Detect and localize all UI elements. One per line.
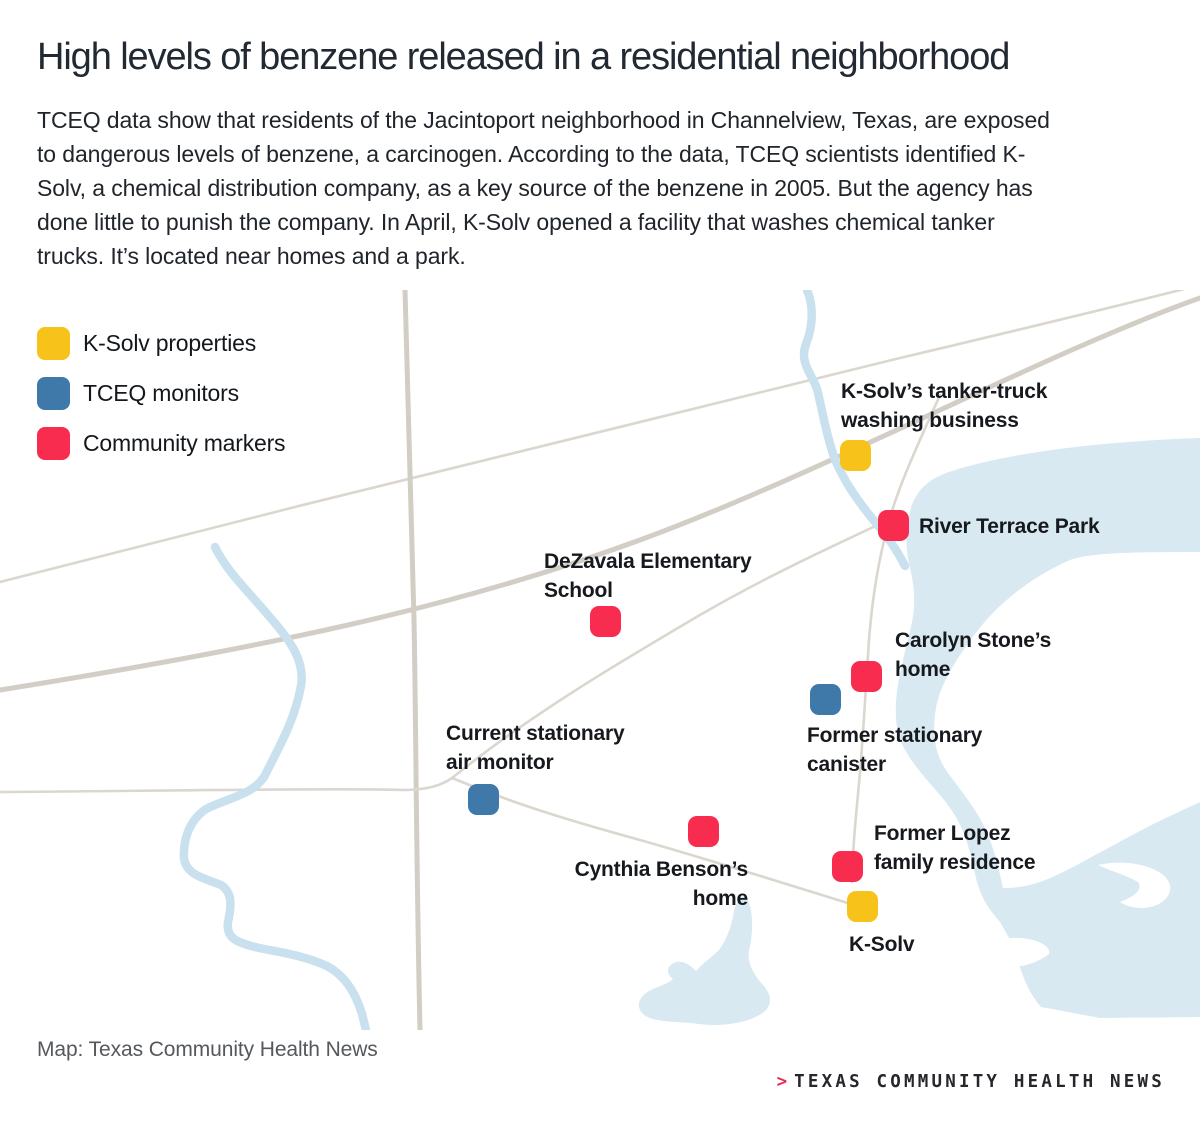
label-cynthia-benson-home: Cynthia Benson’s home [448, 855, 749, 913]
label-air-monitor: Current stationary air monitor [446, 719, 625, 777]
marker-dezavala-school [590, 606, 621, 637]
road-diagonal-thin [0, 290, 1186, 584]
marker-former-lopez-residence [832, 851, 863, 882]
label-ksolv: K-Solv [849, 930, 915, 959]
label-line: K-Solv [849, 933, 915, 956]
legend-item-tceq: TCEQ monitors [37, 377, 285, 410]
legend-label: TCEQ monitors [83, 380, 239, 406]
river-island [980, 937, 1050, 968]
legend-item-community: Community markers [37, 427, 286, 460]
road-northeast-diagonal [450, 520, 886, 780]
map-base [0, 290, 1200, 1030]
marker-former-canister [810, 684, 841, 715]
label-river-terrace-park: River Terrace Park [919, 512, 1100, 541]
legend-label: K-Solv properties [83, 330, 257, 356]
marker-air-monitor [468, 784, 499, 815]
label-line: River Terrace Park [919, 515, 1100, 538]
marker-tanker-wash [840, 440, 871, 471]
page-title: High levels of benzene released in a res… [37, 36, 1010, 78]
label-former-lopez-residence: Former Lopez family residence [874, 819, 1036, 877]
intro-line: done little to punish the company. In Ap… [37, 209, 995, 235]
label-line: K-Solv’s tanker-truck [841, 380, 1048, 403]
label-dezavala-school: DeZavala Elementary School [544, 547, 752, 605]
label-line: washing business [841, 409, 1019, 432]
map-credit: Map: Texas Community Health News [37, 1038, 378, 1061]
legend: K-Solv properties TCEQ monitors Communit… [37, 327, 286, 477]
label-line: Carolyn Stone’s [895, 629, 1052, 652]
label-line: air monitor [446, 751, 554, 774]
label-line: School [544, 579, 613, 602]
label-former-canister: Former stationary canister [807, 721, 982, 779]
legend-item-ksolv: K-Solv properties [37, 327, 285, 360]
intro-line: Solv, a chemical distribution company, a… [37, 175, 1033, 201]
label-line: family residence [874, 851, 1036, 874]
label-line: home [692, 887, 748, 910]
west-creek [179, 542, 371, 1030]
label-line: Cynthia Benson’s [574, 858, 749, 881]
label-line: DeZavala Elementary [544, 550, 752, 573]
legend-label: Community markers [83, 430, 286, 456]
road-vertical [402, 290, 423, 1030]
river-bend-peninsula [934, 552, 1200, 888]
label-line: Current stationary [446, 722, 625, 745]
marker-carolyn-stone-home [851, 661, 882, 692]
river-swirl [1098, 862, 1171, 908]
road-riverside [850, 393, 942, 884]
intro-line: trucks. It’s located near homes and a pa… [37, 243, 466, 269]
marker-ksolv [847, 891, 878, 922]
label-carolyn-stone-home: Carolyn Stone’s home [895, 626, 1051, 684]
intro-paragraph: TCEQ data show that residents of the Jac… [37, 103, 1050, 273]
community-swatch-icon [37, 427, 70, 460]
tceq-swatch-icon [37, 377, 70, 410]
road-west-horizontal [0, 776, 454, 794]
marker-river-terrace-park [878, 510, 909, 541]
marker-cynthia-benson-home [688, 816, 719, 847]
road-diagonal-thick [0, 295, 1200, 693]
label-line: canister [807, 753, 886, 776]
label-tanker-wash: K-Solv’s tanker-truck washing business [841, 377, 1047, 435]
old-river-pond [638, 896, 771, 1025]
road-southeast-diagonal [450, 776, 859, 908]
brand-logo: > TEXAS COMMUNITY HEALTH NEWS [777, 1072, 1165, 1092]
brand-text: TEXAS COMMUNITY HEALTH NEWS [794, 1072, 1165, 1092]
intro-line: TCEQ data show that residents of the Jac… [37, 107, 1050, 133]
intro-line: to dangerous levels of benzene, a carcin… [37, 141, 1026, 167]
ksolv-swatch-icon [37, 327, 70, 360]
label-line: Former Lopez [874, 822, 1011, 845]
chevron-icon: > [776, 1072, 788, 1092]
label-line: Former stationary [807, 724, 983, 747]
label-line: home [895, 658, 951, 681]
